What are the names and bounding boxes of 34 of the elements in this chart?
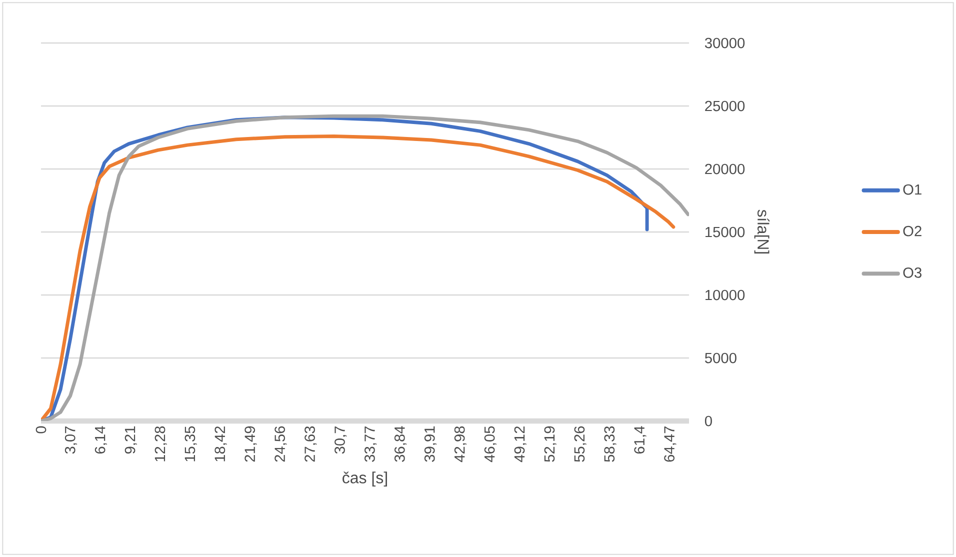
x-tick-label: 39,91 (424, 426, 437, 462)
x-axis-title: čas [s] (342, 472, 387, 487)
x-tick-label: 18,42 (214, 426, 227, 462)
x-tick-label: 36,84 (394, 426, 407, 462)
x-tick-label: 52,19 (544, 426, 556, 462)
x-tick-label: 61,4 (634, 426, 646, 454)
y-axis-title: síla[N] (754, 210, 770, 254)
y-tick-label: 15000 (706, 226, 745, 238)
x-tick-label: 12,28 (154, 426, 167, 462)
x-tick-label: 27,63 (304, 426, 317, 462)
y-tick-label: 0 (704, 416, 712, 426)
x-tick-label: 3,07 (64, 426, 78, 454)
x-tick-label: 0 (36, 426, 46, 434)
x-tick-label: 15,35 (184, 426, 197, 462)
legend-label: O2 (903, 226, 922, 236)
y-tick-label: 10000 (706, 290, 745, 300)
x-tick-label: 58,33 (604, 426, 616, 462)
x-tick-label: 49,12 (514, 426, 526, 462)
y-tick-label: 30000 (704, 38, 745, 48)
x-tick-label: 24,56 (274, 426, 287, 462)
x-tick-label: 30,7 (334, 426, 347, 454)
x-tick-label: 9,21 (124, 426, 137, 454)
y-tick-label: 5000 (704, 352, 736, 364)
x-tick-label: 42,98 (454, 426, 467, 462)
y-tick-label: 20000 (705, 164, 745, 174)
y-tick-label: 25000 (705, 100, 745, 112)
x-tick-label: 6,14 (94, 426, 107, 454)
x-tick-label: 55,26 (574, 426, 586, 462)
x-tick-label: 46,05 (484, 426, 496, 462)
x-tick-label: 64,47 (664, 426, 676, 462)
legend-label: O1 (903, 184, 922, 195)
x-tick-label: 33,77 (364, 426, 377, 462)
legend-label: O3 (903, 267, 922, 278)
x-tick-label: 21,49 (244, 426, 257, 462)
